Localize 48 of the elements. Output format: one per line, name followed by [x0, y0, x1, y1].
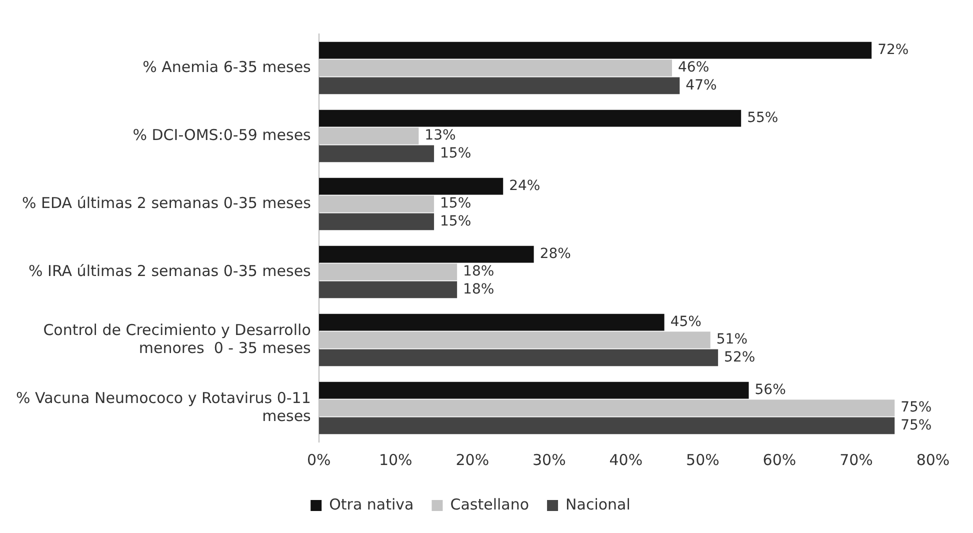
x-tick-label: 20% — [456, 450, 490, 469]
legend-label: Otra nativa — [329, 495, 414, 514]
data-label: 18% — [463, 264, 494, 280]
data-label: 75% — [900, 417, 932, 434]
bar — [318, 213, 434, 230]
bar — [318, 110, 742, 127]
bar — [318, 42, 872, 59]
data-label: 55% — [747, 110, 778, 126]
data-label: 15% — [440, 213, 472, 230]
bar — [318, 382, 749, 399]
y-tick-label: % Vacuna Neumococo y Rotavirus 0-11 meses — [16, 388, 312, 425]
data-label: 72% — [878, 42, 909, 58]
x-tick-label: 30% — [532, 450, 566, 469]
y-tick-label: % EDA últimas 2 semanas 0-35 meses — [22, 194, 312, 212]
data-label: 24% — [509, 178, 540, 194]
data-label: 56% — [754, 382, 786, 398]
bar — [318, 178, 504, 195]
bar — [318, 246, 534, 263]
y-tick-label: % DCI-OMS:0-59 meses — [132, 126, 312, 144]
bar — [318, 314, 664, 331]
y-tick-label: Control de Crecimiento y Desarrollo menores 0 - 35 meses — [43, 320, 312, 357]
y-tick-label: % IRA últimas 2 semanas 0-35 meses — [28, 262, 312, 280]
data-label: 28% — [540, 246, 571, 262]
x-tick-label: 80% — [916, 450, 950, 469]
data-label: 15% — [440, 145, 472, 162]
data-label: 52% — [724, 349, 756, 366]
x-tick-label: 50% — [686, 450, 720, 469]
bar — [318, 417, 895, 434]
bar — [318, 145, 434, 162]
data-label: 51% — [716, 332, 748, 348]
legend-label: Castellano — [450, 495, 530, 514]
y-tick-label: % Anemia 6-35 meses — [142, 58, 312, 76]
bar — [318, 77, 680, 94]
x-tick-label: 60% — [762, 450, 796, 469]
x-tick-label: 70% — [840, 450, 873, 469]
data-label: 18% — [463, 281, 494, 298]
data-label: 47% — [686, 77, 717, 94]
data-label: 15% — [440, 196, 472, 212]
bar — [318, 349, 718, 366]
data-label: 46% — [678, 60, 710, 76]
legend-label: Nacional — [566, 495, 630, 514]
data-label: 13% — [424, 128, 456, 144]
x-tick-label: 40% — [609, 450, 643, 469]
x-tick-label: 10% — [378, 450, 412, 469]
x-tick-label: 0% — [306, 450, 331, 469]
data-label: 45% — [670, 314, 702, 330]
bar — [318, 281, 458, 298]
data-label: 75% — [900, 400, 932, 416]
